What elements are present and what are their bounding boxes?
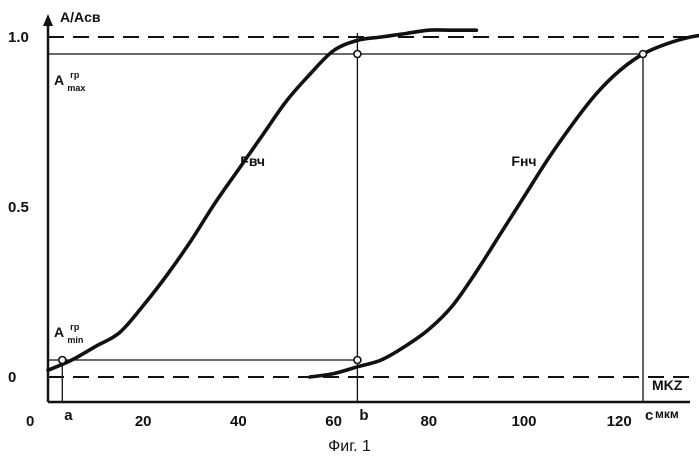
marker-label-b: b xyxy=(359,407,368,424)
x-tick-label: 80 xyxy=(420,413,437,430)
y-tick-label: 0 xyxy=(8,369,16,386)
series-label-2: Fнч xyxy=(511,153,536,169)
x-tick-label: 120 xyxy=(607,413,632,430)
series-line-2 xyxy=(310,34,699,377)
mkz-label: MKZ xyxy=(652,377,683,393)
intersection-point-1 xyxy=(59,357,66,364)
intersection-point-4 xyxy=(640,51,647,58)
x-axis-label: мкм xyxy=(655,407,679,421)
x-tick-label: 100 xyxy=(511,413,536,430)
reference-lines xyxy=(48,33,690,402)
x-tick-label: 20 xyxy=(135,413,152,430)
ticks: a b c 0 20 40 60 80 100 120 0 0.5 1.0 xyxy=(8,29,653,430)
marker-label-a: a xyxy=(64,407,73,424)
intersection-point-2 xyxy=(354,357,361,364)
intersection-point-3 xyxy=(354,51,361,58)
x-tick-label: 40 xyxy=(230,413,247,430)
axes xyxy=(43,14,690,402)
figure-caption: Фиг. 1 xyxy=(0,438,699,456)
x-tick-label: 60 xyxy=(325,413,342,430)
y-tick-label: 1.0 xyxy=(8,29,29,46)
y-axis-label: A/Aсв xyxy=(60,9,101,25)
curves xyxy=(48,30,699,377)
annotation-a-max: Aгрmax xyxy=(54,70,85,93)
y-tick-label: 0.5 xyxy=(8,199,29,216)
annotation-a-min: Aгрmin xyxy=(54,322,83,345)
series-line-1 xyxy=(48,30,476,370)
series-label-1: Fвч xyxy=(240,153,265,169)
y-axis-arrow xyxy=(43,14,53,26)
labels: A/Aсв мкм Fвч Fнч Aгрmax Aгрmin MKZ xyxy=(54,9,683,421)
marker-label-c: c xyxy=(645,407,653,424)
x-tick-label: 0 xyxy=(26,413,34,430)
